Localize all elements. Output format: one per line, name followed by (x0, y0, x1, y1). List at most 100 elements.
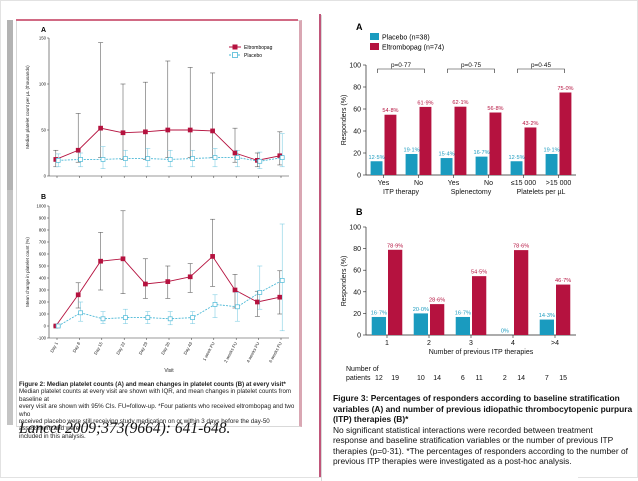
placebo-point (78, 310, 83, 316)
x-tick-label: 2 weeks FU (223, 341, 238, 363)
y-tick-label: 1000 (36, 204, 46, 209)
y-tick-label: 20 (353, 151, 361, 158)
bar-value-label: 15·4% (438, 152, 454, 158)
eltrombopag-bar (384, 114, 397, 175)
x-tick-label: >4 (551, 340, 559, 347)
y-tick-label: 100 (349, 63, 361, 70)
y-tick-label: 150 (39, 36, 47, 41)
placebo-point (235, 304, 240, 310)
placebo-bar (510, 161, 523, 175)
eltrombopag-point (210, 254, 215, 259)
eltrombopag-bar (388, 249, 403, 335)
y-tick-label: 0 (357, 173, 361, 180)
y-tick-label: 60 (353, 107, 361, 114)
y-axis-label: Responders (%) (341, 95, 348, 146)
eltrombopag-bar (559, 92, 572, 175)
figure3-chart: A B Placebo (n=38) Eltrombopag (n=74) 0 2… (341, 22, 576, 382)
eltrombopag-point (75, 147, 81, 153)
bar-value-label: 19·1% (543, 147, 559, 153)
placebo-bar (475, 156, 488, 175)
x-tick-label: 3 (469, 340, 473, 347)
placebo-point (257, 290, 263, 295)
y-tick-label: 0 (357, 333, 361, 340)
placebo-bar (455, 316, 470, 335)
fig2-panel-b: -100 0 100 200 300 400 500 600 700 800 900 1000 Mean… (25, 204, 289, 374)
patients-placebo: 12 (375, 375, 383, 382)
eltrombopag-point (277, 294, 283, 300)
fig2-panel-a: 0 50 100 150 Median platelet count per µL (t… (25, 36, 289, 179)
patients-eltrombopag: 11 (475, 375, 482, 382)
placebo-point (123, 156, 128, 161)
figure2-caption-title: Figure 2: Median platelet counts (A) and… (19, 381, 286, 388)
x-tick-label: Yes (448, 180, 460, 187)
y-tick-label: 50 (41, 128, 46, 133)
placebo-point (167, 316, 173, 322)
y-tick-label: 60 (353, 268, 361, 275)
p-value-bracket (447, 68, 495, 73)
eltrombopag-legend-swatch (370, 43, 379, 50)
x-tick-label: 2 (427, 340, 431, 347)
p-value-bracket (517, 68, 565, 73)
fig3-legend: Placebo (n=38) Eltrombopag (n=74) (370, 33, 444, 52)
eltrombopag-bar (489, 112, 502, 175)
y-tick-label: 100 (39, 82, 47, 87)
figure2-caption-line: Median platelet counts at every visit ar… (19, 388, 292, 403)
eltrombopag-point (143, 129, 148, 135)
legend-placebo-n: Placebo (n=38) (382, 35, 430, 42)
figure3-caption-line: therapies (p=0·31). *The percentages of … (333, 445, 628, 456)
placebo-point (145, 315, 151, 320)
y-tick-label: 900 (39, 216, 47, 221)
legend-eltrombopag-n: Eltrombopag (n=74) (382, 45, 444, 52)
bar-value-label: 78·9% (387, 243, 403, 249)
bar-value-label: 16·7% (371, 310, 387, 316)
x-tick-label: Day 29 (138, 341, 149, 356)
placebo-point (279, 278, 285, 283)
placebo-bar (405, 153, 418, 175)
citation: Lancet 2009;373(9664): 641-648. (19, 420, 231, 437)
eltrombopag-point (165, 127, 171, 133)
figure2-top-rule (16, 19, 298, 21)
eltrombopag-bar (430, 304, 445, 335)
figure3-caption-title: variables (A) and number of previous idi… (333, 403, 633, 414)
fig3-panel-a: 0 20 40 60 80 100 Responders (%) 12·5% 19·1% 15·4… (341, 62, 576, 196)
y-tick-label: 300 (39, 288, 47, 293)
patients-label: Number of (346, 366, 379, 373)
y-tick-label: 0 (44, 174, 47, 179)
placebo-point (55, 323, 61, 329)
legend-eltrombopag: Eltrombopag (244, 45, 273, 51)
eltrombopag-point (187, 274, 193, 280)
eltrombopag-point (98, 258, 103, 264)
bar-value-label: 16·7% (455, 310, 471, 316)
y-tick-label: 80 (353, 85, 361, 92)
figure3-caption-title: (ITP) therapies (B)* (333, 414, 409, 424)
bar-value-label: 12·5% (368, 155, 384, 161)
x-group-label: ITP therapy (383, 189, 420, 196)
placebo-point (167, 157, 173, 162)
fig3-panel-a-label: A (356, 22, 363, 32)
placebo-point (190, 315, 195, 320)
bar-value-label: 78·6% (513, 244, 529, 250)
bar-value-label: 28·6% (429, 298, 445, 304)
y-tick-label: 100 (349, 225, 361, 232)
figure3-panel (321, 15, 578, 481)
y-axis-label: Responders (%) (341, 256, 348, 307)
patients-label: patients (346, 375, 371, 382)
figure2-panel (16, 20, 302, 427)
x-tick-label: No (484, 180, 493, 187)
placebo-bar (545, 153, 558, 175)
bar-value-label: 20·0% (413, 307, 429, 313)
eltrombopag-bar (524, 127, 537, 175)
placebo-point (100, 316, 106, 322)
panel-a-label: A (41, 27, 46, 34)
y-tick-label: 100 (39, 312, 47, 317)
patients-placebo: 10 (417, 375, 425, 382)
x-axis-label: Number of previous ITP therapies (429, 349, 534, 356)
patients-placebo: 2 (503, 375, 507, 382)
eltrombopag-point (120, 256, 126, 262)
y-axis-label: Median platelet count per µL (thousands) (25, 65, 30, 149)
figure3-caption: Figure 3: Percentages of responders acco… (333, 393, 633, 467)
eltrombopag-point (210, 128, 215, 134)
eltrombopag-point (120, 130, 126, 136)
eltrombopag-bar (454, 106, 467, 175)
x-tick-label: No (414, 180, 423, 187)
